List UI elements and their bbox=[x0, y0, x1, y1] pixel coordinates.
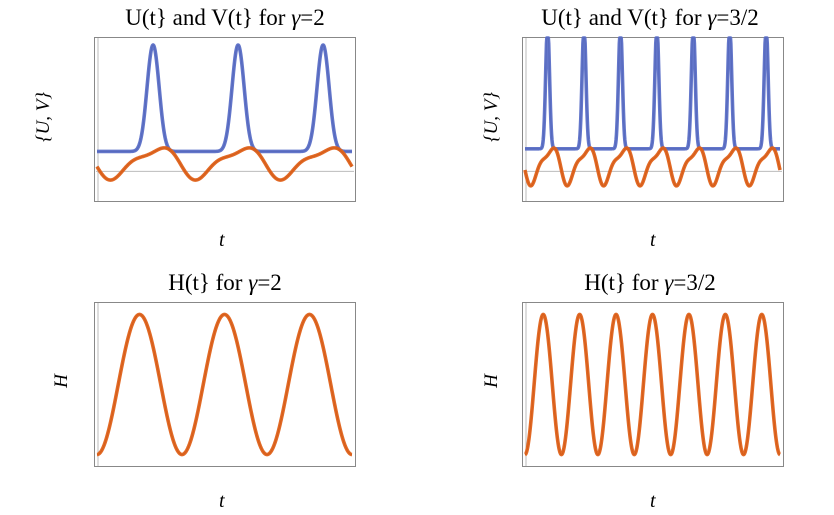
series-V-underlay bbox=[96, 147, 353, 181]
series-H-line bbox=[95, 312, 354, 457]
plot-frame bbox=[94, 302, 356, 467]
chart-3-ylabel: H bbox=[51, 374, 72, 388]
series-U-underlay bbox=[97, 44, 352, 153]
series-H-underlay bbox=[524, 313, 781, 456]
plot-frame bbox=[522, 37, 784, 202]
chart-4-ylabel: H bbox=[481, 374, 502, 388]
chart-1-ylabel: {U, V} bbox=[33, 91, 54, 143]
chart-4-xlabel: t bbox=[650, 490, 656, 512]
chart-4-title: H(t} for γ=3/2 bbox=[584, 270, 716, 295]
chart-2-ylabel: {U, V} bbox=[481, 91, 502, 143]
chart-2-xlabel: t bbox=[650, 229, 656, 251]
chart-3-plot bbox=[94, 302, 356, 467]
plot-frame bbox=[94, 37, 356, 202]
chart-3-xlabel: t bbox=[219, 490, 225, 512]
plot-frame bbox=[522, 302, 784, 467]
series-H-line bbox=[523, 312, 782, 457]
series-V-line bbox=[95, 146, 354, 182]
chart-2-title: U(t} and V(t} for γ=3/2 bbox=[541, 5, 759, 30]
chart-3-title: H(t} for γ=2 bbox=[168, 270, 282, 295]
chart-1-plot bbox=[94, 37, 356, 202]
series-U-line bbox=[523, 36, 782, 151]
series-V-line bbox=[523, 146, 782, 188]
series-H-underlay bbox=[96, 313, 353, 456]
chart-1-xlabel: t bbox=[219, 229, 225, 251]
chart-4-plot bbox=[522, 302, 784, 467]
series-U-line bbox=[95, 43, 354, 154]
chart-1-title: U(t} and V(t} for γ=2 bbox=[125, 5, 325, 30]
chart-2-plot bbox=[522, 36, 784, 202]
